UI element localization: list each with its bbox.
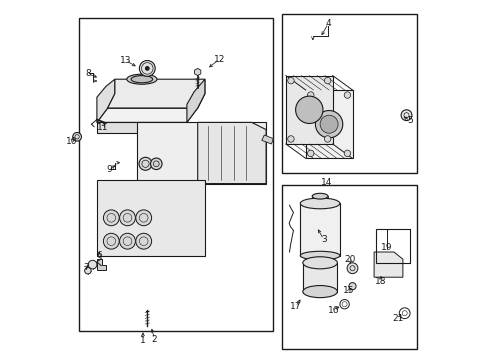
Polygon shape — [107, 79, 204, 108]
Text: 18: 18 — [374, 277, 386, 286]
Circle shape — [73, 132, 81, 141]
Text: 21: 21 — [392, 314, 403, 323]
Circle shape — [320, 115, 337, 133]
Polygon shape — [97, 259, 106, 270]
Ellipse shape — [302, 285, 337, 298]
Bar — [285, 76, 332, 144]
Text: 16: 16 — [327, 306, 339, 315]
Text: 8: 8 — [85, 69, 91, 78]
Circle shape — [103, 233, 119, 249]
Polygon shape — [186, 79, 204, 122]
Polygon shape — [197, 122, 265, 184]
Bar — [282, 14, 416, 173]
Circle shape — [287, 77, 294, 84]
Circle shape — [307, 150, 313, 157]
Circle shape — [150, 158, 162, 170]
Bar — [375, 229, 409, 263]
Text: 15: 15 — [343, 287, 354, 295]
Bar — [305, 90, 352, 158]
Circle shape — [145, 67, 149, 70]
Polygon shape — [373, 252, 402, 277]
Text: 2: 2 — [151, 335, 157, 343]
Circle shape — [88, 260, 97, 269]
Circle shape — [324, 77, 330, 84]
Circle shape — [287, 136, 294, 142]
Text: 1: 1 — [140, 336, 145, 345]
Ellipse shape — [300, 198, 339, 209]
Circle shape — [84, 267, 91, 274]
Circle shape — [139, 157, 152, 170]
Text: 17: 17 — [289, 302, 301, 311]
Circle shape — [307, 92, 313, 98]
Circle shape — [136, 210, 151, 226]
Circle shape — [344, 150, 350, 157]
Circle shape — [315, 111, 342, 138]
Bar — [282, 185, 416, 349]
Text: 9: 9 — [106, 165, 112, 174]
Ellipse shape — [311, 193, 327, 199]
Text: 14: 14 — [320, 178, 331, 187]
Polygon shape — [97, 122, 186, 133]
Circle shape — [324, 136, 330, 142]
Text: 10: 10 — [66, 137, 77, 146]
Circle shape — [346, 263, 357, 274]
Polygon shape — [97, 79, 115, 122]
Circle shape — [400, 110, 411, 121]
Text: 3: 3 — [320, 235, 326, 244]
Ellipse shape — [302, 257, 337, 269]
Circle shape — [295, 96, 322, 123]
Bar — [79, 18, 273, 331]
Text: 20: 20 — [343, 256, 355, 264]
Circle shape — [344, 92, 350, 98]
Circle shape — [120, 233, 135, 249]
Text: 4: 4 — [325, 19, 330, 28]
Circle shape — [136, 233, 151, 249]
Polygon shape — [97, 108, 197, 122]
Ellipse shape — [131, 76, 152, 83]
Text: 6: 6 — [96, 251, 102, 260]
Text: 5: 5 — [407, 116, 412, 125]
Text: 11: 11 — [96, 123, 108, 132]
Circle shape — [120, 210, 135, 226]
Circle shape — [139, 60, 155, 76]
Bar — [302, 263, 337, 292]
Bar — [136, 122, 265, 184]
Bar — [97, 180, 204, 256]
Polygon shape — [194, 68, 201, 76]
Text: 7: 7 — [83, 263, 89, 272]
Circle shape — [103, 210, 119, 226]
Text: 19: 19 — [380, 243, 392, 252]
Polygon shape — [261, 135, 273, 144]
Ellipse shape — [126, 74, 157, 84]
Circle shape — [348, 283, 355, 290]
Polygon shape — [107, 94, 204, 108]
Text: 13: 13 — [120, 56, 131, 65]
Text: 12: 12 — [213, 55, 224, 64]
Ellipse shape — [300, 251, 339, 260]
Bar — [300, 203, 339, 256]
